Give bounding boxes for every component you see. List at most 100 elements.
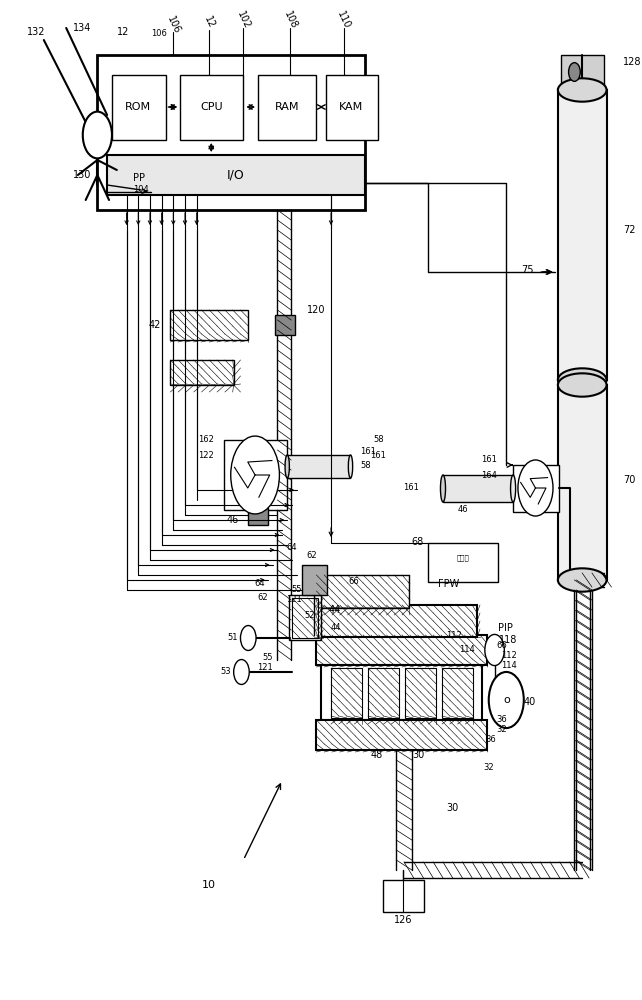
Text: 12: 12 (202, 14, 216, 30)
Text: 52: 52 (304, 610, 315, 619)
Text: 114: 114 (460, 646, 475, 654)
Circle shape (518, 460, 553, 516)
Text: PP: PP (134, 173, 145, 183)
Bar (442, 668, 473, 718)
Bar (317, 605, 477, 637)
Text: 32: 32 (496, 726, 507, 734)
Text: CPU: CPU (200, 102, 223, 112)
Bar (258, 75, 317, 140)
Bar (405, 668, 436, 718)
Ellipse shape (349, 455, 352, 478)
Bar (292, 598, 318, 638)
Bar (275, 315, 295, 335)
Text: 106: 106 (165, 15, 182, 35)
Bar (287, 455, 351, 478)
Text: KAM: KAM (340, 102, 363, 112)
Bar (112, 75, 166, 140)
Text: 44: 44 (329, 605, 341, 615)
Text: 162: 162 (198, 436, 214, 444)
Text: 164: 164 (481, 471, 496, 480)
Bar (558, 385, 607, 580)
Text: 46: 46 (457, 506, 468, 514)
Text: 102: 102 (235, 10, 252, 30)
Text: 161: 161 (403, 484, 419, 492)
Text: 36: 36 (485, 736, 496, 744)
Bar (302, 565, 327, 595)
Text: 36: 36 (496, 716, 507, 724)
Text: 121: 121 (257, 664, 273, 673)
Text: 58: 58 (360, 462, 371, 471)
Bar (558, 90, 607, 380)
Text: 32: 32 (483, 764, 494, 772)
Text: 120: 120 (307, 305, 325, 315)
Text: 112: 112 (501, 650, 517, 660)
Text: 75: 75 (521, 265, 534, 275)
Bar (565, 378, 602, 388)
Text: 10: 10 (202, 880, 216, 890)
Text: 51: 51 (227, 634, 238, 643)
Text: 55: 55 (291, 585, 302, 594)
Bar (224, 440, 287, 510)
Text: 112: 112 (446, 631, 462, 640)
Bar (428, 543, 498, 582)
Bar (107, 155, 365, 195)
Text: 161: 161 (370, 451, 386, 460)
Text: 161: 161 (481, 456, 496, 464)
Ellipse shape (440, 475, 446, 502)
Bar (170, 360, 234, 385)
Text: 46: 46 (226, 515, 239, 525)
Text: RAM: RAM (275, 102, 299, 112)
Text: 104: 104 (134, 186, 149, 194)
Text: 66: 66 (496, 641, 507, 650)
Bar (443, 475, 513, 502)
Text: 53: 53 (220, 668, 230, 677)
Text: 40: 40 (524, 697, 536, 707)
Text: 30: 30 (413, 750, 425, 760)
Ellipse shape (558, 568, 607, 592)
Bar (289, 595, 321, 640)
Text: 72: 72 (623, 225, 636, 235)
Text: ROM: ROM (125, 102, 152, 112)
Circle shape (489, 672, 524, 728)
Circle shape (83, 112, 112, 158)
Text: 66: 66 (349, 576, 360, 585)
Text: 110: 110 (335, 10, 352, 30)
Ellipse shape (285, 455, 290, 478)
Circle shape (569, 63, 580, 81)
Bar (180, 75, 243, 140)
Text: 58: 58 (374, 436, 384, 444)
Bar (98, 55, 365, 210)
Ellipse shape (558, 78, 607, 102)
Bar (321, 665, 482, 720)
Text: 118: 118 (498, 635, 517, 645)
Circle shape (241, 626, 256, 650)
Text: o: o (503, 695, 510, 705)
Text: 62: 62 (257, 593, 268, 602)
Text: 121: 121 (286, 595, 302, 604)
Text: 55: 55 (262, 654, 273, 663)
Text: 132: 132 (27, 27, 46, 37)
Text: 130: 130 (73, 170, 91, 180)
Bar (368, 668, 399, 718)
Text: 12: 12 (117, 27, 129, 37)
Bar (331, 668, 362, 718)
Text: PIP: PIP (498, 623, 514, 633)
Ellipse shape (558, 368, 607, 392)
Text: 30: 30 (447, 803, 459, 813)
Ellipse shape (510, 475, 516, 502)
Bar (248, 508, 268, 525)
Bar (317, 635, 487, 665)
Circle shape (234, 660, 249, 684)
Text: 128: 128 (623, 57, 641, 67)
Text: 42: 42 (148, 320, 160, 330)
Text: 64: 64 (254, 579, 265, 588)
Text: 44: 44 (331, 622, 342, 632)
Circle shape (485, 634, 505, 666)
Bar (170, 310, 248, 340)
Text: 161: 161 (360, 448, 376, 456)
Text: 62: 62 (306, 550, 317, 560)
Bar (561, 55, 603, 92)
Text: 114: 114 (501, 661, 517, 670)
Ellipse shape (558, 373, 607, 397)
Text: 68: 68 (412, 537, 424, 547)
